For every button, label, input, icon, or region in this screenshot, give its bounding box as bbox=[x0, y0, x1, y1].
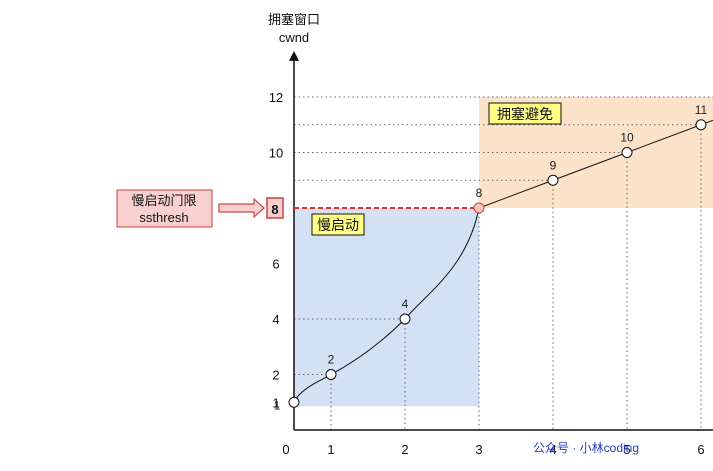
ssthresh-arrow bbox=[218, 197, 265, 219]
congestion-avoidance-label: 拥塞避免 bbox=[497, 106, 553, 122]
x-tick-5: 5 bbox=[623, 442, 630, 457]
cwnd-line bbox=[293, 119, 713, 403]
ssthresh-annotation-box bbox=[116, 189, 213, 228]
ssthresh-annotation-title: 慢启动门限 bbox=[131, 193, 196, 208]
slow-start-label-box bbox=[311, 213, 365, 236]
data-point-2 bbox=[325, 369, 337, 380]
data-point-11 bbox=[695, 119, 707, 131]
data-label-11: 11 bbox=[695, 103, 708, 117]
x-tick-1: 1 bbox=[327, 442, 334, 457]
y-tick-6: 6 bbox=[272, 257, 279, 272]
data-point-10 bbox=[621, 147, 633, 158]
data-point-4 bbox=[399, 313, 411, 325]
x-tick-6: 6 bbox=[697, 442, 704, 457]
data-label-9: 9 bbox=[550, 158, 557, 172]
data-label-10: 10 bbox=[620, 131, 634, 145]
x-tick-0: 0 bbox=[282, 442, 289, 457]
ssthresh-value-box bbox=[266, 197, 284, 219]
data-point-9 bbox=[547, 174, 559, 186]
data-label-8: 8 bbox=[476, 186, 483, 200]
x-tick-4: 4 bbox=[549, 442, 556, 457]
x-tick-3: 3 bbox=[475, 442, 482, 457]
congestion-avoidance-label-box bbox=[488, 102, 562, 125]
slow-start-label: 慢启动 bbox=[317, 217, 359, 233]
y-tick-8: 8 bbox=[271, 202, 278, 217]
data-point-8 bbox=[473, 202, 485, 214]
y-tick-2: 2 bbox=[272, 368, 279, 383]
ssthresh-annotation-subtitle: ssthresh bbox=[139, 210, 188, 225]
data-label-4: 4 bbox=[402, 297, 409, 311]
data-label-2: 2 bbox=[328, 353, 335, 367]
x-tick-2: 2 bbox=[401, 442, 408, 457]
slow-start-region bbox=[294, 208, 479, 407]
y-tick-10: 10 bbox=[269, 146, 283, 161]
y-tick-1: 1 bbox=[272, 395, 279, 410]
y-axis-subtitle: cwnd bbox=[279, 30, 309, 45]
data-label-1: 1 bbox=[274, 398, 281, 412]
y-tick-4: 4 bbox=[272, 312, 279, 327]
data-point-1 bbox=[288, 396, 300, 408]
y-tick-12: 12 bbox=[269, 90, 283, 105]
watermark: 公众号 · 小林coding bbox=[533, 441, 640, 455]
y-axis-title: 拥塞窗口 bbox=[268, 12, 320, 27]
